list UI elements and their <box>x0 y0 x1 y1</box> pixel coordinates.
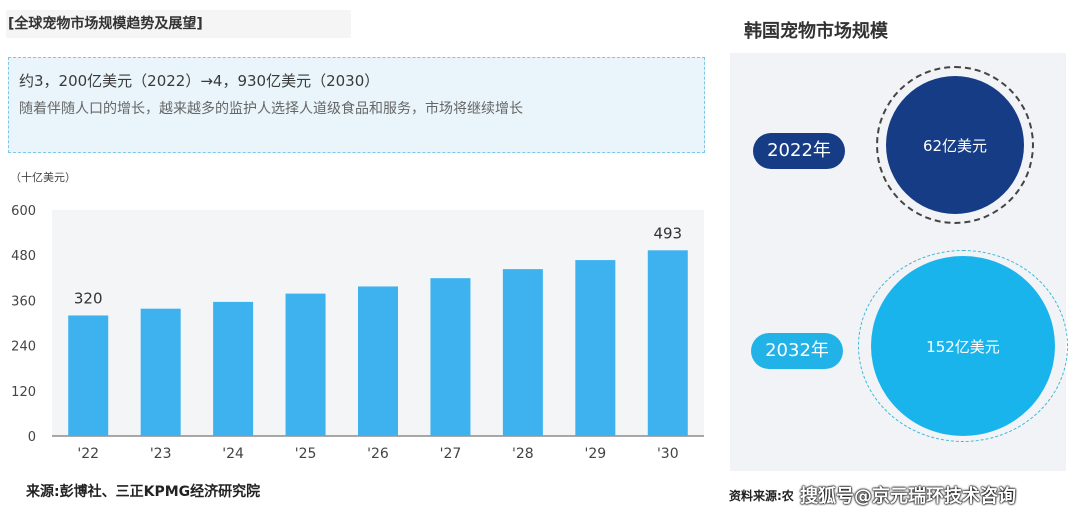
bubble-2022-label: 62亿美元 <box>922 136 988 155</box>
bar-23 <box>140 308 181 436</box>
source-note-left: 来源:彭博社、三正KPMG经济研究院 <box>26 484 261 500</box>
y-tick-label: 600 <box>11 204 36 219</box>
y-tick-label: 120 <box>11 385 36 400</box>
bar-27 <box>430 278 471 436</box>
x-tick-label: '28 <box>512 446 534 462</box>
y-tick-label: 0 <box>28 430 36 445</box>
data-label-22: 320 <box>74 289 103 307</box>
bubble-ring-2032 <box>858 250 1068 442</box>
bar-22 <box>68 315 109 436</box>
x-tick-label: '27 <box>440 446 462 462</box>
y-tick-label: 240 <box>11 340 36 355</box>
source-note-right: 资料来源:农 <box>729 489 794 503</box>
year-badge-2022: 2022年 <box>753 133 845 169</box>
x-tick-label: '29 <box>584 446 606 462</box>
bar-26 <box>358 286 398 436</box>
x-tick-label: '25 <box>295 446 317 462</box>
bar-chart: 0 120 240 360 480 600 '22 320 '23 '24 '25 '26 '27 '28… <box>11 204 704 462</box>
y-tick-label: 360 <box>11 294 36 309</box>
bar-29 <box>575 260 616 436</box>
bar-24 <box>213 301 254 436</box>
summary-headline: 约3，200亿美元（2022）→4，930亿美元（2030） <box>19 72 380 90</box>
bubble-ring-2022 <box>876 66 1034 224</box>
x-tick-label: '26 <box>367 446 389 462</box>
section-title: [全球宠物市场规模趋势及展望] <box>6 10 351 38</box>
summary-box: 约3，200亿美元（2022）→4，930亿美元（2030） 随着伴随人口的增长… <box>8 57 705 153</box>
bar-28 <box>502 269 543 436</box>
x-tick-label: '24 <box>222 446 244 462</box>
bar-30 <box>647 250 688 436</box>
watermark: 搜狐号@京元瑞环技术咨询 <box>800 486 1016 507</box>
summary-subline: 随着伴随人口的增长，越来越多的监护人选择人道级食品和服务，市场将继续增长 <box>19 101 523 117</box>
y-tick-label: 480 <box>11 249 36 264</box>
bubble-2032-label: 152亿美元 <box>926 337 1000 356</box>
data-label-30: 493 <box>653 224 682 242</box>
right-title: 韩国宠物市场规模 <box>744 21 888 42</box>
bar-25 <box>285 293 326 436</box>
x-tick-label: '23 <box>150 446 172 462</box>
x-tick-label: '30 <box>657 446 679 462</box>
x-tick-label: '22 <box>77 446 99 462</box>
bubble-2032: 152亿美元 <box>871 256 1055 436</box>
year-badge-2032: 2032年 <box>751 333 843 369</box>
bubble-2022: 62亿美元 <box>886 76 1024 214</box>
y-axis-unit: （十亿美元） <box>10 171 76 184</box>
